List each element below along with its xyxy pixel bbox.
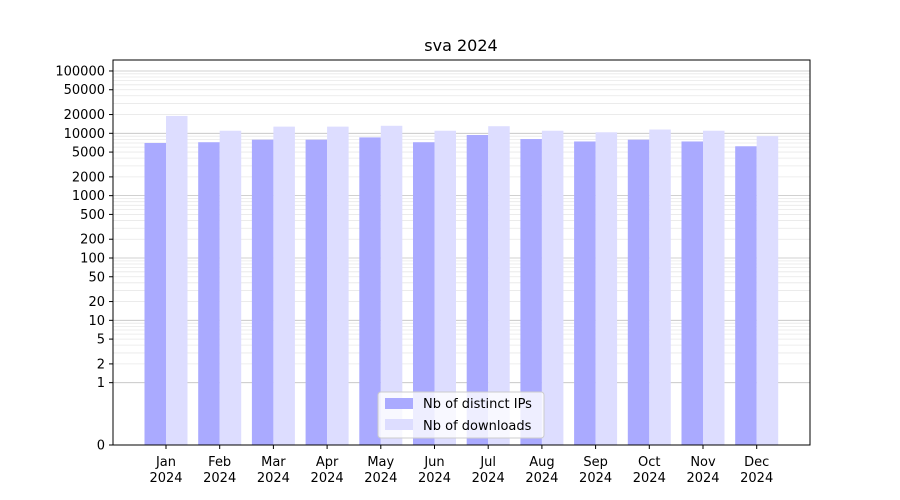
bar-distinct-ips [359,137,381,445]
y-tick-label: 20 [88,295,105,310]
bar-downloads [756,136,779,446]
x-tick-label: Apr 2024 [311,455,344,486]
x-axis-ticks: Jan 2024 Feb 2024 Mar 2024 Apr 2024 May 2024 Jun 20… [149,445,773,486]
y-tick-label: 5 [97,333,105,348]
y-axis-ticks: 0 1 2 5 10 20 50 100 200 500 1000 2000 5000 10000 2000… [55,64,113,454]
bar-distinct-ips [520,139,542,445]
x-tick-label: Jan 2024 [149,455,182,486]
bar-distinct-ips [627,139,650,445]
chart-title: sva 2024 [424,36,497,55]
legend-label-distinct-ips: Nb of distinct IPs [423,397,532,412]
x-tick-label: May 2024 [364,455,397,486]
bar-distinct-ips [574,141,596,445]
bar-downloads [380,125,403,446]
bar-distinct-ips [198,142,220,445]
bar-distinct-ips [413,142,435,445]
x-tick-label: Jul 2024 [472,455,505,486]
bar-downloads [434,130,456,445]
legend-box [377,391,545,439]
x-tick-label: Dec 2024 [740,455,773,486]
x-tick-label: Nov 2024 [686,455,719,486]
bar-downloads [327,126,349,445]
y-tick-label: 50 [88,270,105,285]
legend-swatch-distinct-ips [385,398,413,409]
y-tick-label: 0 [97,439,105,454]
y-tick-label: 10 [88,314,105,329]
legend-swatch-downloads [385,419,413,430]
y-tick-label: 1 [97,376,105,391]
bar-distinct-ips [251,139,274,445]
x-tick-label: Aug 2024 [525,455,558,486]
bar-downloads [488,126,510,445]
bar-downloads [541,130,564,445]
y-tick-label: 20000 [64,108,105,123]
x-tick-label: Oct 2024 [633,455,666,486]
x-tick-label: Feb 2024 [203,455,236,486]
x-tick-label: Mar 2024 [257,455,290,486]
y-tick-label: 10000 [64,127,105,142]
y-tick-label: 50000 [64,83,105,98]
bar-downloads [273,126,295,445]
bar-downloads [649,129,671,445]
bar-distinct-ips [466,134,489,445]
bar-distinct-ips [144,142,166,445]
bars [144,115,779,446]
bar-downloads [166,115,188,445]
y-tick-label: 100 [80,251,105,266]
y-tick-label: 5000 [72,146,105,161]
plot-frame [112,59,811,446]
y-tick-label: 100000 [55,64,105,79]
legend: Nb of distinct IPs Nb of downloads [377,391,545,439]
y-tick-label: 2000 [72,170,105,185]
y-tick-label: 1000 [72,189,105,204]
bar-downloads [219,130,242,445]
bar-downloads [595,132,618,445]
x-tick-label: Jun 2024 [418,455,451,486]
x-tick-label: Sep 2024 [579,455,612,486]
bar-distinct-ips [735,146,757,445]
legend-label-downloads: Nb of downloads [423,419,532,434]
y-tick-label: 2 [97,357,105,372]
bar-distinct-ips [305,139,328,445]
y-tick-label: 200 [80,233,105,248]
bar-downloads [703,130,725,445]
y-tick-label: 500 [80,208,105,223]
bar-distinct-ips [681,141,703,445]
